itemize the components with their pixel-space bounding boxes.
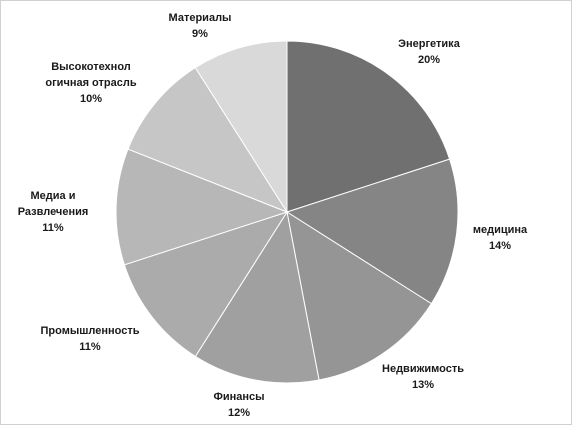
pie-slice [194,210,320,384]
slice-label: Медиа и Развлечения 11% [18,190,89,234]
pie-slice [285,158,459,305]
pie-slice [286,40,451,213]
pie-slice [286,210,433,381]
pie-slice [194,40,288,214]
slice-label: медицина 14% [473,224,528,252]
pie-slice [127,66,289,214]
slice-label: Материалы 9% [169,12,232,40]
slice-label: Энергетика 20% [398,38,461,66]
slice-label: Высокотехнол огичная отрасль 10% [45,61,136,105]
slice-label: Промышленность 11% [41,325,140,353]
pie-slice [123,211,289,358]
slice-label: Недвижимость 13% [382,363,464,391]
slice-label: Финансы 12% [213,391,264,419]
pie-slice [115,148,289,266]
